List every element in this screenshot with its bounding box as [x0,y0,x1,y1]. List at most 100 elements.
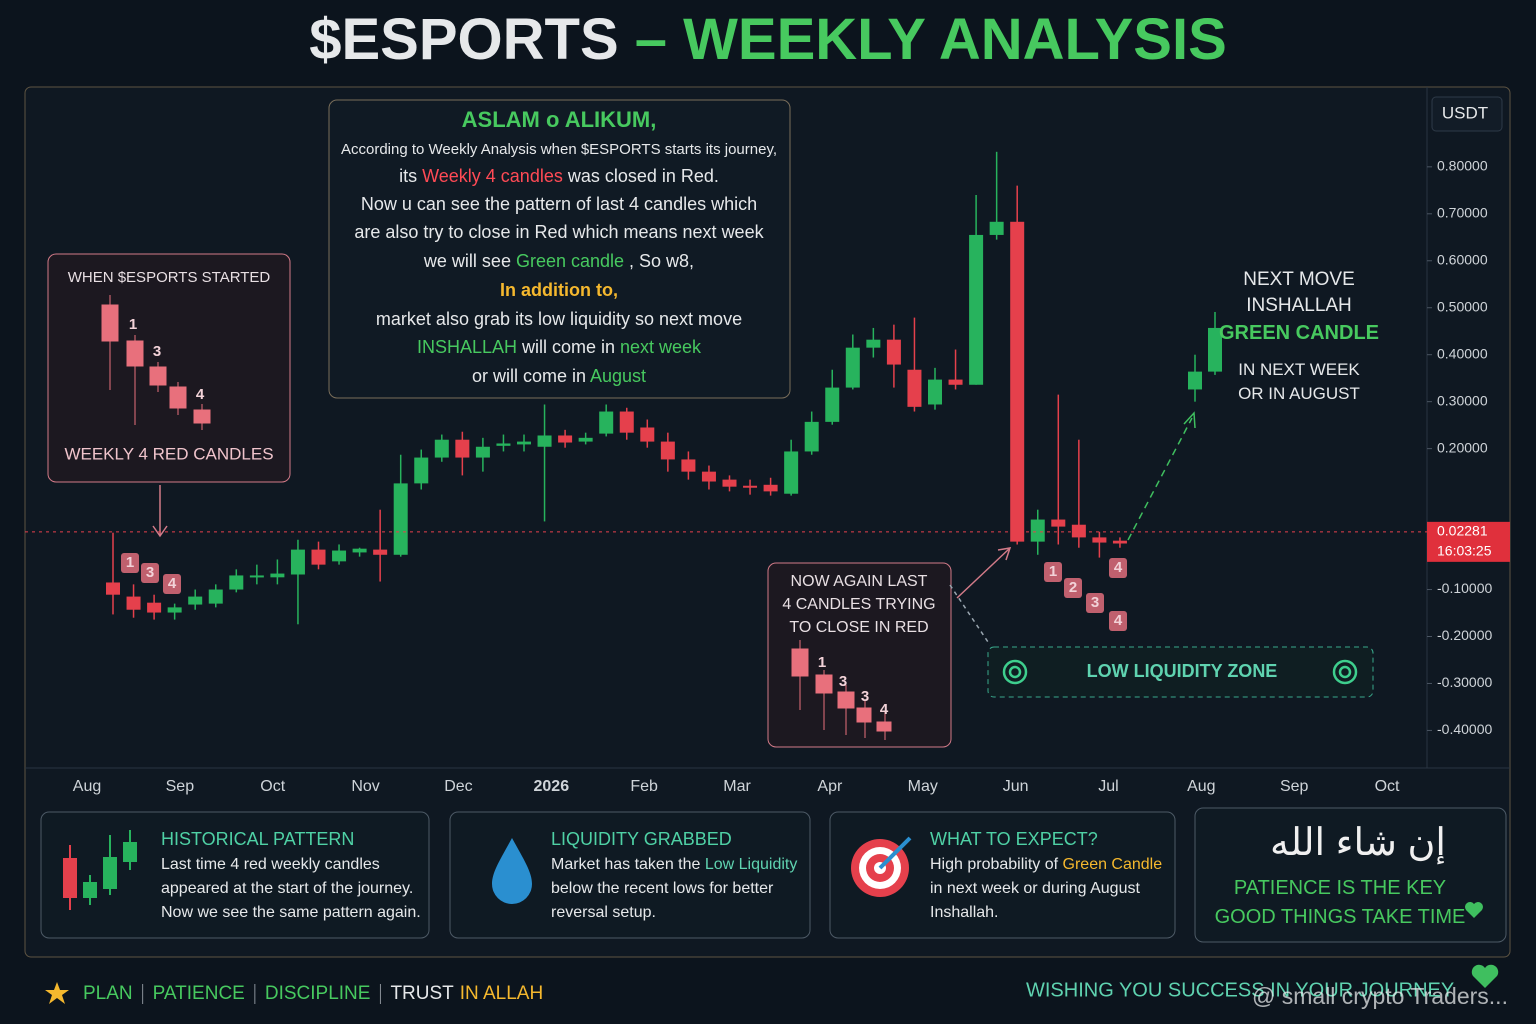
marker: 1 [129,316,137,333]
candle-body [517,441,531,445]
candle-body [1112,540,1127,544]
arrow [152,485,1012,646]
candle-body [845,347,860,388]
y-tick-label: -0.10000 [1437,580,1492,596]
candle-body [188,596,203,605]
card-title: LIQUIDITY GRABBED [551,829,732,849]
card-line-part: Green Candle [1063,856,1163,873]
candle-body [1092,537,1107,543]
card [40,811,430,939]
x-tick-label: Oct [260,778,285,795]
marker: 3 [153,343,161,360]
marker-box [163,574,181,594]
footer-wish: WISHING YOU SUCCESS IN YOUR JOURNEY [1026,979,1454,1001]
x-tick-label: Aug [1187,778,1215,795]
intro-line-part: August [590,366,646,386]
target-icon [851,836,912,897]
y-tick-label: 0.40000 [1437,345,1488,361]
card-line-part: below the recent lows for better [551,880,774,897]
candle-body [290,549,305,575]
arabic-text: إن شاء الله [1270,822,1446,865]
footer-value: DISCIPLINE [265,983,371,1004]
candle-body [701,471,716,482]
candle-body [619,411,634,433]
intro-line: are also try to close in Red which means… [354,222,764,242]
zone-box [987,646,1374,698]
candle-body [681,459,696,472]
marker: 1 [1049,563,1057,580]
box-heading: WHEN $ESPORTS STARTED [68,269,271,286]
candle-body [1208,327,1222,372]
candle-body [229,575,244,590]
marker-box [1086,593,1104,613]
marker: 4 [1114,559,1123,576]
card-title: WHAT TO EXPECT? [930,829,1098,849]
candle-body [1010,221,1025,542]
card-line-part: Inshallah. [930,904,999,921]
target-icon [1002,659,1358,685]
card [449,811,811,939]
candle-body [208,589,223,604]
candle-body [784,451,799,494]
x-tick-label: Nov [351,778,379,795]
card-line-part: PATIENCE IS THE KEY [1234,877,1446,899]
card-line: below the recent lows for better [551,880,774,897]
intro-line-part: According to Weekly Analysis when $ESPOR… [341,141,777,158]
candle-body [126,596,141,610]
marker: 4 [196,386,205,403]
last-price: 0.02281 [1437,523,1488,539]
candle-body [969,234,984,385]
y-tick-label: 0.80000 [1437,158,1488,174]
candle-body [825,387,840,422]
box-line: TO CLOSE IN RED [789,619,928,636]
marker-box [121,553,139,573]
card-line: reversal setup. [551,904,656,921]
card-line-part: Last time 4 red weekly candles [161,856,380,873]
intro-line-part: INSHALLAH [417,337,517,357]
intro-line-part: Green candle [516,251,624,271]
next-move-line: INSHALLAH [1246,295,1352,316]
candle-body [249,575,264,578]
candle-body [599,411,614,434]
intro-line: In addition to, [500,280,618,300]
price-box [1427,521,1510,562]
intro-line-part: Now u can see the pattern of last 4 cand… [361,194,757,214]
star-icon [45,982,69,1004]
card-line: PATIENCE IS THE KEY [1234,877,1446,899]
page-title: $ESPORTS – WEEKLY ANALYSIS [309,7,1227,72]
candle-body [722,479,737,487]
intro-line-part: market also grab its low liquidity so ne… [376,309,742,329]
marker-box [1109,558,1127,578]
zone-label: LOW LIQUIDITY ZONE [1087,661,1278,681]
candle-body [475,446,490,458]
marker: 3 [861,688,869,705]
card-line: appeared at the start of the journey. [161,880,413,897]
next-move-line: GREEN CANDLE [1219,322,1379,344]
candle-body [414,457,429,484]
intro-line: or will come in August [472,366,646,386]
next-move-line: OR IN AUGUST [1238,384,1360,403]
x-tick-label: Apr [817,778,843,795]
card-line: GOOD THINGS TAKE TIME [1215,906,1466,928]
candle-body [886,339,901,365]
candle-body [640,427,655,442]
card-line: Inshallah. [930,904,999,921]
intro-line-part: Weekly 4 candles [422,166,563,186]
x-tick-label: Sep [166,778,195,795]
marker: 1 [126,554,134,571]
y-tick-label: -0.30000 [1437,674,1492,690]
candles-icon [63,830,137,910]
intro-line-part: will come in [517,337,620,357]
candle-body [907,369,922,407]
footer-value: PATIENCE [153,983,245,1004]
drop-icon [492,838,532,904]
illustration [101,295,892,740]
intro-box [328,99,791,399]
y-tick-label: 0.60000 [1437,251,1488,267]
x-tick-label: 2026 [534,778,570,795]
card-title: HISTORICAL PATTERN [161,829,354,849]
x-tick-label: May [908,778,938,795]
box-line: NOW AGAIN LAST [791,573,928,590]
candle-body [373,549,388,555]
box-footer: WEEKLY 4 RED CANDLES [64,444,273,463]
